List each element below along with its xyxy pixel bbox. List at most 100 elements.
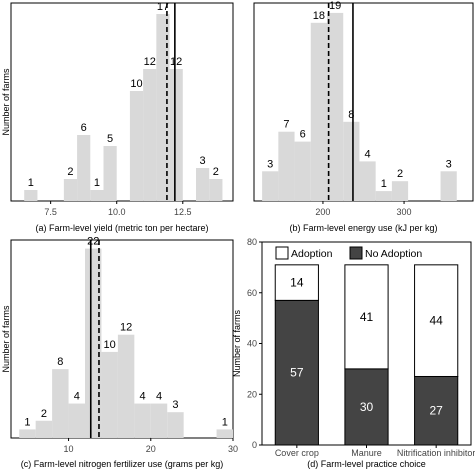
x-axis-label: (a) Farm-level yield (metric ton per hec… [35,223,208,233]
bar-value-label-no-adoption: 30 [360,400,374,414]
x-tick-label: 200 [315,207,330,217]
y-tick-label: 0 [252,440,257,450]
x-tick-label: 10 [64,444,74,454]
bar-count-label: 4 [364,148,370,160]
histogram-bar [327,12,344,202]
histogram-bar [209,179,223,201]
y-tick-label: 60 [247,288,257,298]
bar-count-label: 6 [300,129,306,141]
histogram-bar [167,412,184,438]
bar-value-label-adoption: 14 [290,276,304,290]
histogram-bar [310,22,327,201]
bar-count-label: 2 [213,166,219,178]
bar-count-label: 18 [313,10,325,22]
x-axis-label: (c) Farm-level nitrogen fertilizer use (… [21,459,224,469]
histogram-bar [19,429,36,438]
bar-count-label: 8 [57,356,63,368]
x-axis-label: (d) Farm-level practice choice [307,459,426,469]
bar-adoption [344,264,389,370]
histogram-bar [77,135,91,201]
bar-count-label: 4 [139,391,145,403]
histogram-bar [85,248,102,438]
bar-count-label: 3 [446,158,452,170]
histogram-bar [90,190,104,201]
bar-count-label: 12 [120,322,132,334]
bar-count-label: 1 [222,416,228,428]
bar-count-label: 4 [156,391,162,403]
histogram-bar [52,369,69,438]
histogram-bar [216,429,233,438]
category-label: Cover crop [275,448,319,458]
x-tick-label: 30 [228,444,238,454]
histogram-bar [343,121,360,201]
bar-count-label: 10 [130,78,142,90]
bar-count-label: 7 [283,119,289,131]
histogram-bar [24,190,38,201]
bar-count-label: 10 [104,339,116,351]
bar-count-label: 2 [41,408,47,420]
bar-adoption [274,264,319,301]
x-axis-label: (b) Farm-level energy use (kJ per kg) [289,223,437,233]
bar-count-label: 3 [267,158,273,170]
bar-count-label: 19 [329,0,341,12]
legend-swatch-adoption [275,246,289,260]
x-tick-label: 7.5 [44,207,57,217]
y-axis-label: Number of farms [1,305,11,373]
bar-count-label: 3 [200,155,206,167]
x-tick-label: 10.0 [108,207,126,217]
bar-count-label: 8 [348,109,354,121]
histogram-bar [68,403,85,438]
legend-label-no-adoption: No Adoption [365,248,422,260]
histogram-bar [262,171,279,201]
histogram-bar [35,420,53,438]
bar-count-label: 22 [87,236,99,248]
histogram-bar [391,181,409,201]
bar-count-label: 12 [144,56,156,68]
y-axis-label: Number of farms [232,309,242,377]
bar-value-label-no-adoption: 27 [429,404,443,418]
bar-count-label: 17 [157,1,169,13]
histogram-bar [375,191,392,201]
histogram-bar [150,403,168,438]
histogram-bar [359,161,376,201]
panel-b-energy-histogram: 3 76 18 19 8 4 12 3 200 300 (b) Farm-level energy … [253,0,474,233]
histogram-bar [63,179,78,201]
histogram-bar [294,141,311,201]
y-tick-label: 40 [247,339,257,349]
histogram-bar [169,69,183,201]
y-tick-label: 80 [247,237,257,247]
legend-label-adoption: Adoption [291,248,333,260]
x-tick-label: 20 [146,444,156,454]
bar-count-label: 6 [81,122,87,134]
histogram-bar [134,403,151,438]
bar-count-label: 1 [28,177,34,189]
category-label: Manure [351,448,382,458]
bar-count-label: 1 [94,177,100,189]
x-tick-label: 12.5 [174,207,192,217]
histogram-bar [196,168,210,201]
bar-value-label-no-adoption: 57 [290,366,304,380]
histogram-bar [101,351,118,438]
histogram-bar [129,91,144,201]
bar-count-label: 3 [172,399,178,411]
histogram-bar [440,171,457,201]
bar-count-label: 2 [67,166,73,178]
histogram-bar [278,131,295,201]
bar-count-label: 2 [397,168,403,180]
bar-count-label: 1 [381,178,387,190]
y-tick-label: 20 [247,389,257,399]
y-axis-label: Number of farms [1,68,11,136]
x-tick-label: 300 [397,207,412,217]
bar-no-adoption [344,368,389,446]
legend-swatch-no-adoption [349,246,363,260]
histogram-bar [117,334,135,438]
histogram-bar [103,146,117,201]
bar-count-label: 4 [74,391,80,403]
bar-no-adoption [414,375,459,446]
panel-d-practice-stacked-bars: 57 14 Cover crop 30 41 Manure 27 44 Nitrificatio… [232,237,475,469]
bar-value-label-adoption: 41 [360,310,374,324]
bar-adoption [414,264,459,377]
